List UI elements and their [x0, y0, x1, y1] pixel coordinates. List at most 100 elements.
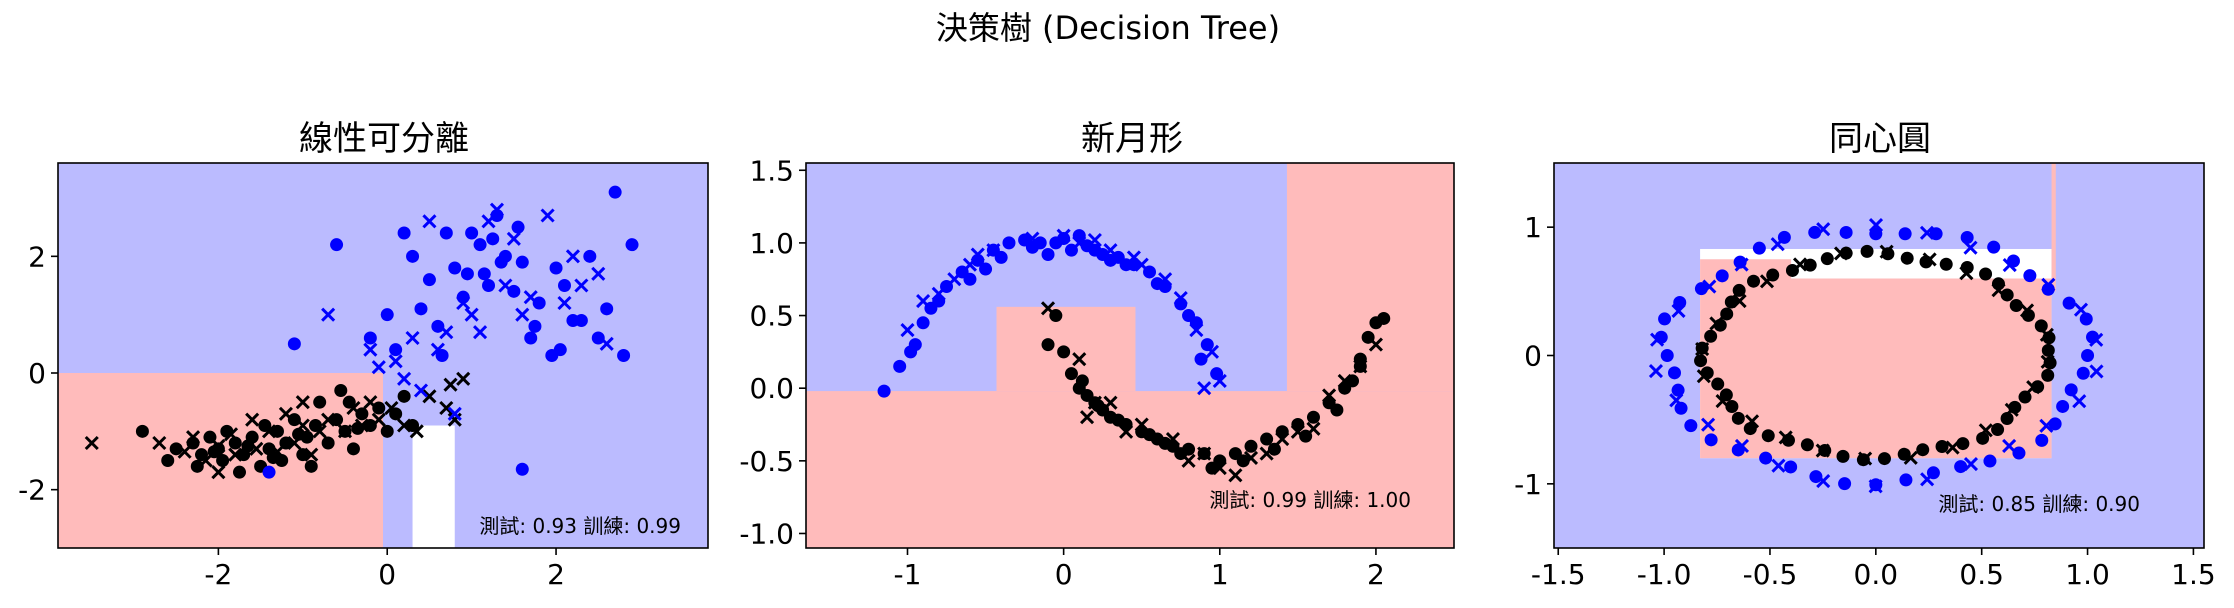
- train-point-class0: [1991, 423, 2005, 437]
- y-tick-label: 0: [28, 357, 46, 390]
- test-point-class1: [430, 342, 445, 357]
- train-point-class0: [2000, 288, 2014, 302]
- test-point-class0: [1945, 440, 1960, 455]
- panel-moons: 新月形 -1 0 1 2 -1.0 -0.5 0.0 0.5 1.0 1.5 測試: 0.99 訓…: [739, 119, 1455, 591]
- x-tick-label: 1.5: [2171, 558, 2216, 591]
- test-point-class1: [1173, 291, 1188, 306]
- test-point-class0: [321, 412, 336, 427]
- test-point-class0: [211, 465, 226, 480]
- test-point-class0: [1759, 274, 1775, 289]
- test-point-class1: [2002, 257, 2017, 273]
- test-point-class0: [1815, 443, 1830, 458]
- test-point-class0: [397, 418, 412, 433]
- test-point-class1: [1963, 456, 1979, 472]
- test-point-class1: [1648, 364, 1664, 379]
- test-point-class1: [916, 293, 931, 309]
- test-point-class0: [371, 412, 386, 427]
- test-point-class0: [1695, 342, 1710, 357]
- train-point-class1: [439, 226, 453, 240]
- test-point-class0: [84, 435, 99, 451]
- test-point-class1: [1816, 222, 1831, 237]
- test-point-class1: [1919, 225, 1935, 240]
- test-point-class1: [1072, 235, 1087, 250]
- train-point-class1: [608, 185, 622, 199]
- train-point-class0: [228, 436, 242, 450]
- train-point-class1: [2023, 269, 2037, 283]
- panel-title-circles: 同心圓: [1829, 119, 1931, 159]
- test-point-class0: [1715, 394, 1730, 409]
- test-point-class1: [1103, 243, 1118, 258]
- test-point-class1: [1771, 458, 1786, 473]
- test-point-class1: [1158, 272, 1173, 287]
- test-point-class0: [1040, 301, 1056, 316]
- train-point-class1: [494, 255, 508, 269]
- test-point-class1: [1920, 472, 1935, 487]
- test-point-class1: [473, 325, 488, 340]
- test-point-class0: [443, 377, 458, 392]
- test-point-class1: [900, 323, 915, 338]
- train-point-class0: [2009, 299, 2023, 313]
- test-point-class1: [1197, 381, 1212, 396]
- test-point-class1: [489, 202, 505, 217]
- train-point-class0: [380, 424, 394, 438]
- test-point-class1: [591, 266, 606, 281]
- test-point-class1: [498, 278, 513, 293]
- test-point-class0: [228, 447, 243, 462]
- train-point-class1: [2079, 312, 2093, 326]
- test-point-class1: [405, 330, 420, 346]
- test-point-class1: [397, 371, 412, 386]
- test-point-class1: [464, 307, 479, 322]
- test-point-class1: [599, 336, 614, 351]
- train-point-class1: [1983, 454, 1997, 468]
- y-tick-label: -2: [18, 474, 46, 507]
- test-point-class1: [1650, 332, 1665, 347]
- test-point-class1: [574, 278, 589, 293]
- test-point-class1: [2073, 302, 2089, 317]
- x-tick-label: 1.0: [2065, 558, 2110, 591]
- axes-frame: [57, 162, 709, 549]
- test-point-class0: [1353, 359, 1368, 374]
- train-point-class1: [583, 249, 597, 263]
- train-point-class1: [1899, 473, 1913, 487]
- test-point-class1: [1056, 228, 1071, 243]
- test-point-class1: [2089, 332, 2104, 347]
- test-point-class1: [931, 286, 946, 301]
- test-point-class0: [245, 412, 260, 427]
- train-point-class1: [549, 261, 563, 275]
- test-point-class0: [211, 438, 226, 453]
- train-point-class0: [1761, 429, 1775, 443]
- train-point-class0: [292, 427, 306, 441]
- train-point-class1: [262, 465, 276, 479]
- test-point-class0: [1978, 423, 1993, 438]
- train-point-class0: [1732, 283, 1746, 297]
- test-point-class1: [2089, 364, 2104, 379]
- train-point-class0: [1860, 244, 1874, 258]
- train-point-class0: [1694, 354, 1708, 368]
- y-tick-label: -1: [1514, 468, 1542, 501]
- panel-linear: 線性可分離 -2 0 2 -2 0 2 測試: 0.93 訓練: 0.99: [18, 119, 709, 591]
- train-point-class1: [406, 249, 420, 263]
- train-point-class1: [532, 296, 546, 310]
- train-point-class1: [1025, 240, 1039, 254]
- test-point-class0: [337, 424, 353, 439]
- test-point-class0: [2026, 380, 2041, 395]
- x-tick-label: 2: [547, 558, 565, 591]
- test-point-class1: [515, 307, 530, 322]
- test-point-class1: [2039, 418, 2054, 433]
- test-point-class1: [565, 249, 580, 264]
- train-point-class1: [591, 331, 605, 345]
- decision-region: [1286, 163, 1454, 392]
- train-point-class1: [515, 462, 529, 476]
- test-point-class0: [1212, 461, 1227, 476]
- train-point-class1: [1002, 236, 1016, 250]
- train-point-class0: [1747, 274, 1761, 288]
- test-point-class1: [439, 325, 454, 340]
- train-point-class1: [1674, 401, 1688, 415]
- test-point-class1: [1212, 373, 1227, 388]
- train-point-class1: [2064, 383, 2078, 397]
- train-point-class1: [893, 359, 907, 373]
- test-point-class0: [1322, 388, 1337, 403]
- x-tick-label: 0: [378, 558, 396, 591]
- train-point-class1: [287, 337, 301, 351]
- train-point-class0: [1719, 388, 1733, 402]
